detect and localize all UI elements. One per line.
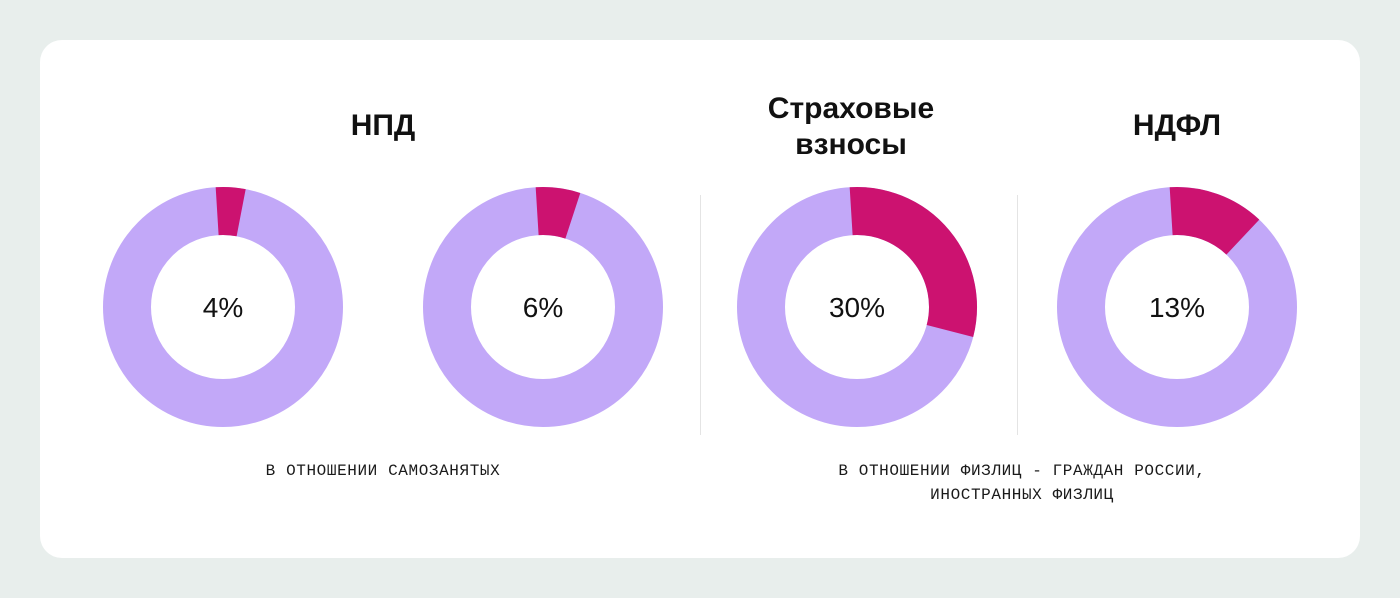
donut-chart-4: 13% bbox=[1057, 187, 1297, 427]
caption-self-employed: В ОТНОШЕНИИ САМОЗАНЯТЫХ bbox=[265, 462, 501, 480]
donut-chart-1: 4% bbox=[103, 187, 343, 427]
donut-chart-3: 30% bbox=[737, 187, 977, 427]
donut-percent-label: 13% bbox=[1149, 292, 1205, 323]
divider-right bbox=[1017, 195, 1018, 435]
heading-ndfl: НДФЛ bbox=[1132, 109, 1222, 142]
heading-insurance: Страховые взносы bbox=[767, 92, 935, 161]
donut-chart-2: 6% bbox=[423, 187, 663, 427]
donut-percent-label: 6% bbox=[523, 292, 563, 323]
divider-left bbox=[700, 195, 701, 435]
donut-value-arc bbox=[535, 187, 581, 239]
donut-value-arc bbox=[849, 187, 977, 338]
caption-individuals: В ОТНОШЕНИИ ФИЗЛИЦ - ГРАЖДАН РОССИИ, ИНО… bbox=[838, 462, 1206, 504]
donut-value-arc bbox=[215, 187, 246, 237]
heading-npd: НПД bbox=[350, 109, 416, 142]
donut-percent-label: 30% bbox=[829, 292, 885, 323]
donut-percent-label: 4% bbox=[203, 292, 243, 323]
donut-value-arc bbox=[1169, 187, 1260, 256]
